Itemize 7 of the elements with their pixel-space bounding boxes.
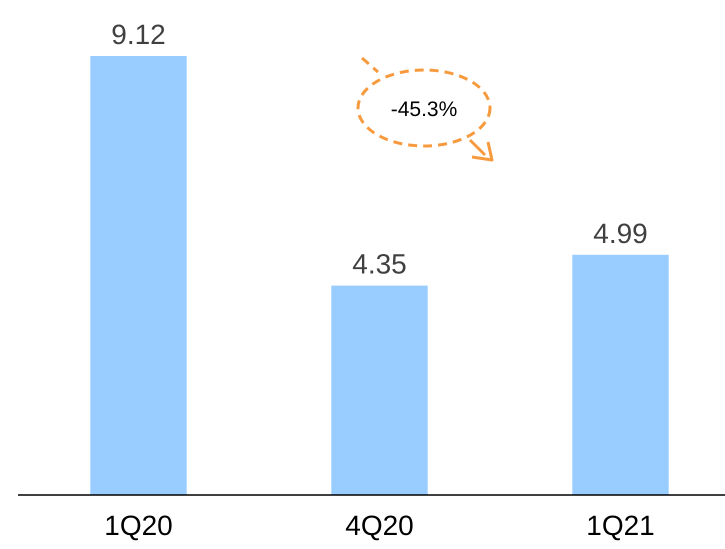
x-tick-label: 4Q20 — [345, 510, 414, 541]
annotation: -45.3% — [390, 98, 458, 121]
data-label: 9.12 — [111, 19, 166, 50]
data-label: 4.99 — [593, 218, 648, 249]
x-tick-label: 1Q20 — [104, 510, 173, 541]
x-tick-label: 1Q21 — [586, 510, 655, 541]
data-label: 4.35 — [352, 248, 407, 280]
